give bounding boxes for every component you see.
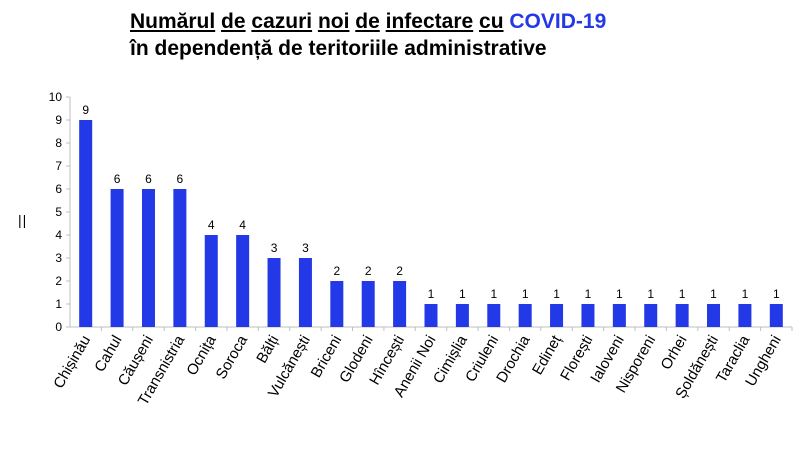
y-tick-label: 7 (55, 159, 62, 173)
bar (550, 304, 564, 327)
y-tick-label: 8 (55, 136, 62, 150)
x-tick-label: Orhei (658, 333, 691, 373)
data-label: 1 (585, 287, 592, 301)
data-label: 6 (145, 172, 152, 186)
title-word: Numărul (130, 10, 216, 33)
data-label: 6 (177, 172, 184, 186)
data-label: 1 (679, 287, 686, 301)
data-label: 1 (773, 287, 780, 301)
data-label: 1 (710, 287, 717, 301)
y-tick-label: 1 (55, 297, 62, 311)
bar (267, 258, 281, 327)
title-highlight: COVID-19 (509, 10, 607, 33)
data-label: 9 (82, 103, 89, 117)
y-axis-label: || (18, 212, 28, 228)
bar (644, 304, 658, 327)
y-tick-label: 0 (55, 320, 62, 334)
bar (455, 304, 469, 327)
data-label: 2 (365, 264, 372, 278)
data-label: 4 (208, 218, 215, 232)
y-tick-label: 3 (55, 251, 62, 265)
bar (79, 120, 93, 327)
data-label: 1 (522, 287, 529, 301)
data-label: 1 (428, 287, 435, 301)
y-tick-label: 10 (49, 90, 63, 104)
bar (110, 189, 124, 327)
title-line-2: în dependență de teritoriile administrat… (130, 37, 547, 60)
x-tick-label: Soroca (213, 332, 252, 382)
bar (581, 304, 595, 327)
title-word: infectare (385, 10, 474, 33)
bar (675, 304, 689, 327)
title-word: cu (479, 10, 504, 33)
y-tick-label: 6 (55, 182, 62, 196)
bar (361, 281, 375, 327)
data-label: 1 (647, 287, 654, 301)
title-word: de (221, 10, 246, 33)
data-label: 4 (239, 218, 246, 232)
data-label: 2 (396, 264, 403, 278)
data-label: 1 (490, 287, 497, 301)
y-tick-label: 4 (55, 228, 62, 242)
data-label: 3 (271, 241, 278, 255)
bar (738, 304, 752, 327)
bar (393, 281, 407, 327)
bar (173, 189, 187, 327)
bar (330, 281, 344, 327)
y-tick-label: 5 (55, 205, 62, 219)
title-line-1: Numărul de cazuri noi de infectare cu CO… (130, 8, 606, 35)
bar (141, 189, 155, 327)
bar (298, 258, 312, 327)
data-label: 3 (302, 241, 309, 255)
bar (204, 235, 218, 327)
bar (518, 304, 532, 327)
x-tick-label: Bălți (253, 333, 282, 367)
data-label: 1 (459, 287, 466, 301)
bar (769, 304, 783, 327)
bar (236, 235, 250, 327)
chart-title: Numărul de cazuri noi de infectare cu CO… (130, 8, 606, 62)
title-word: noi (317, 10, 350, 33)
data-label: 2 (333, 264, 340, 278)
bar (612, 304, 626, 327)
title-word: de (355, 10, 380, 33)
data-label: 6 (114, 172, 121, 186)
bar (487, 304, 501, 327)
y-tick-label: 2 (55, 274, 62, 288)
bar (707, 304, 721, 327)
title-word: cazuri (251, 10, 313, 33)
bar (424, 304, 438, 327)
x-tick-label: Chișinău (50, 333, 94, 392)
data-label: 1 (616, 287, 623, 301)
data-label: 1 (553, 287, 560, 301)
data-label: 1 (742, 287, 749, 301)
y-tick-label: 9 (55, 113, 62, 127)
